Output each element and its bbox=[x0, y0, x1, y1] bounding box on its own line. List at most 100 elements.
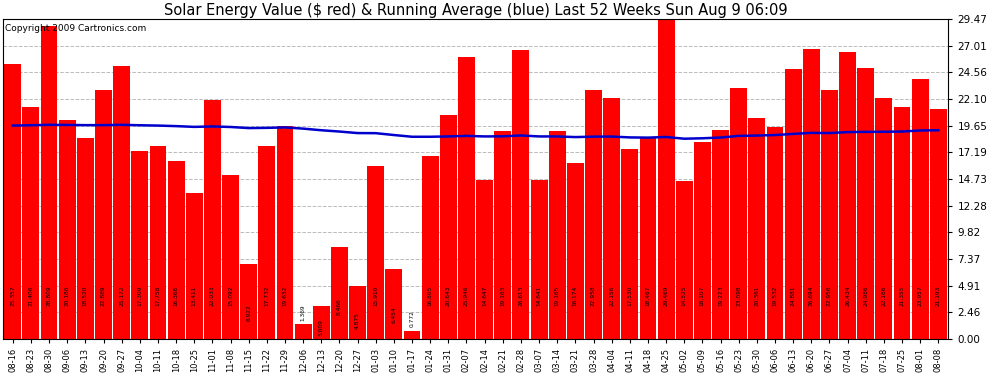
Text: 16.805: 16.805 bbox=[428, 285, 433, 306]
Text: 18.467: 18.467 bbox=[645, 285, 650, 306]
Bar bbox=[894, 107, 911, 339]
Bar bbox=[241, 264, 257, 339]
Text: 15.092: 15.092 bbox=[228, 285, 233, 306]
Text: 21.193: 21.193 bbox=[936, 285, 940, 306]
Bar bbox=[186, 194, 203, 339]
Bar bbox=[567, 164, 584, 339]
Text: 17.309: 17.309 bbox=[138, 285, 143, 306]
Text: 26.613: 26.613 bbox=[519, 285, 524, 306]
Text: 25.357: 25.357 bbox=[10, 285, 15, 306]
Bar bbox=[385, 269, 402, 339]
Text: 19.165: 19.165 bbox=[554, 285, 559, 306]
Text: 16.368: 16.368 bbox=[173, 285, 178, 306]
Text: 19.163: 19.163 bbox=[500, 285, 505, 306]
Text: 24.986: 24.986 bbox=[863, 285, 868, 306]
Bar bbox=[531, 180, 547, 339]
Bar bbox=[548, 131, 565, 339]
Bar bbox=[276, 126, 293, 339]
Text: 8.466: 8.466 bbox=[337, 298, 342, 315]
Bar bbox=[41, 26, 57, 339]
Text: 1.369: 1.369 bbox=[301, 304, 306, 321]
Text: 22.889: 22.889 bbox=[101, 285, 106, 306]
Bar bbox=[476, 180, 493, 339]
Text: 17.732: 17.732 bbox=[264, 285, 269, 306]
Text: 22.956: 22.956 bbox=[827, 285, 832, 306]
Text: 6.922: 6.922 bbox=[247, 304, 251, 321]
Bar bbox=[694, 142, 711, 339]
Bar bbox=[785, 69, 802, 339]
Text: 20.643: 20.643 bbox=[446, 285, 450, 306]
Bar bbox=[857, 68, 874, 339]
Bar bbox=[657, 19, 674, 339]
Text: 14.525: 14.525 bbox=[682, 285, 687, 306]
Text: 4.875: 4.875 bbox=[355, 312, 360, 329]
Text: 0.772: 0.772 bbox=[410, 310, 415, 327]
Bar bbox=[258, 146, 275, 339]
Bar bbox=[622, 148, 639, 339]
Bar bbox=[331, 247, 347, 339]
Bar bbox=[313, 306, 330, 339]
Text: 20.361: 20.361 bbox=[754, 285, 759, 306]
Bar bbox=[367, 166, 384, 339]
Text: 14.647: 14.647 bbox=[482, 285, 487, 306]
Bar bbox=[930, 109, 946, 339]
Bar bbox=[585, 90, 602, 339]
Bar bbox=[58, 120, 75, 339]
Text: 20.186: 20.186 bbox=[64, 285, 69, 306]
Text: Copyright 2009 Cartronics.com: Copyright 2009 Cartronics.com bbox=[5, 24, 146, 33]
Text: 19.223: 19.223 bbox=[718, 285, 723, 306]
Bar bbox=[132, 151, 148, 339]
Text: 26.434: 26.434 bbox=[845, 285, 850, 306]
Bar bbox=[422, 156, 439, 339]
Bar bbox=[912, 79, 929, 339]
Text: 19.632: 19.632 bbox=[282, 285, 287, 306]
Bar bbox=[821, 90, 838, 339]
Bar bbox=[803, 49, 820, 339]
Bar bbox=[204, 100, 221, 339]
Text: 18.520: 18.520 bbox=[83, 285, 88, 306]
Text: 22.156: 22.156 bbox=[609, 285, 614, 306]
Bar bbox=[295, 324, 312, 339]
Text: 21.355: 21.355 bbox=[900, 285, 905, 306]
Bar bbox=[349, 286, 366, 339]
Title: Solar Energy Value ($ red) & Running Average (blue) Last 52 Weeks Sun Aug 9 06:0: Solar Energy Value ($ red) & Running Ave… bbox=[163, 3, 787, 18]
Text: 26.694: 26.694 bbox=[809, 285, 814, 306]
Text: 24.881: 24.881 bbox=[791, 285, 796, 306]
Text: 23.098: 23.098 bbox=[737, 285, 742, 306]
Bar bbox=[731, 88, 747, 339]
Bar bbox=[513, 50, 530, 339]
Bar bbox=[748, 118, 765, 339]
Text: 18.107: 18.107 bbox=[700, 285, 705, 306]
Text: 25.172: 25.172 bbox=[119, 285, 124, 306]
Text: 21.406: 21.406 bbox=[29, 285, 34, 306]
Text: 13.411: 13.411 bbox=[192, 285, 197, 306]
Text: 22.958: 22.958 bbox=[591, 285, 596, 306]
Text: 19.532: 19.532 bbox=[772, 285, 777, 306]
Bar bbox=[603, 98, 620, 339]
Bar bbox=[4, 64, 21, 339]
Bar bbox=[167, 161, 184, 339]
Bar bbox=[95, 90, 112, 339]
Bar bbox=[676, 181, 693, 339]
Text: 29.469: 29.469 bbox=[663, 285, 668, 306]
Bar bbox=[113, 66, 130, 339]
Bar bbox=[222, 175, 239, 339]
Text: 22.033: 22.033 bbox=[210, 285, 215, 306]
Bar bbox=[766, 127, 783, 339]
Text: 17.530: 17.530 bbox=[628, 285, 633, 306]
Text: 23.957: 23.957 bbox=[918, 285, 923, 306]
Bar bbox=[440, 115, 456, 339]
Bar bbox=[458, 57, 475, 339]
Text: 3.009: 3.009 bbox=[319, 319, 324, 336]
Text: 17.758: 17.758 bbox=[155, 285, 160, 306]
Bar bbox=[840, 52, 856, 339]
Text: 16.174: 16.174 bbox=[573, 285, 578, 306]
Bar bbox=[404, 330, 421, 339]
Bar bbox=[875, 98, 892, 339]
Bar bbox=[712, 130, 729, 339]
Text: 25.946: 25.946 bbox=[464, 285, 469, 306]
Bar bbox=[494, 131, 511, 339]
Bar bbox=[23, 106, 40, 339]
Text: 15.910: 15.910 bbox=[373, 285, 378, 306]
Bar bbox=[77, 138, 94, 339]
